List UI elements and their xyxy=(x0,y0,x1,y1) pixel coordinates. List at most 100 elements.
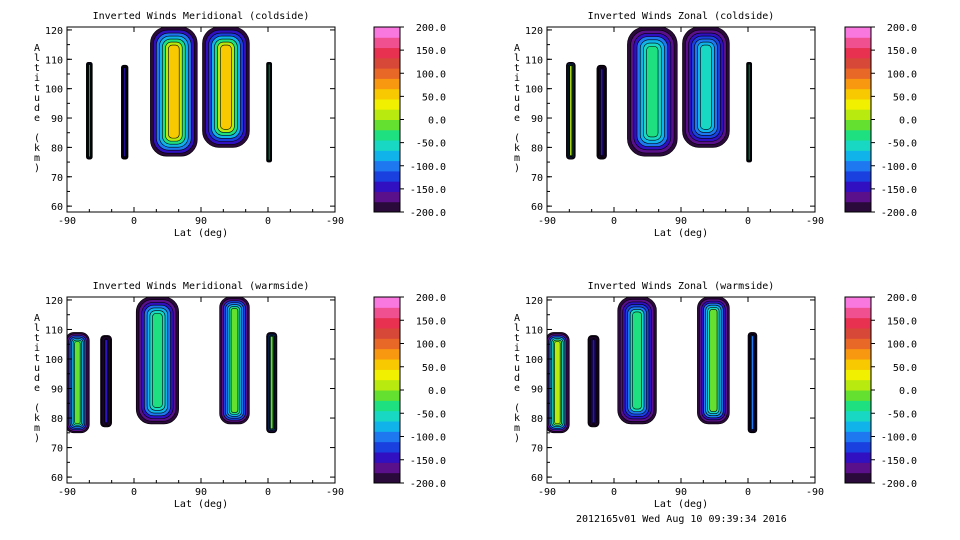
x-tick-label: -90 xyxy=(58,487,76,498)
data-blob xyxy=(266,332,278,434)
contour-band xyxy=(646,45,659,138)
data-blob xyxy=(682,27,730,148)
colorbar: 200.0 150.0 100.0 50.0 0.0 -50.0 -100.0 -150.0 -… xyxy=(373,293,446,490)
y-tick-label: 90 xyxy=(51,385,63,396)
colorbar-swatch xyxy=(845,369,871,381)
colorbar-tick-label: 0.0 xyxy=(428,116,446,127)
colorbar-swatch xyxy=(374,37,400,49)
x-tick-label: 90 xyxy=(195,216,207,227)
contour-band xyxy=(123,67,126,157)
colorbar: 200.0 150.0 100.0 50.0 0.0 -50.0 -100.0 -150.0 -… xyxy=(373,23,446,219)
colorbar-swatch xyxy=(374,441,400,453)
contour-band xyxy=(270,336,274,430)
colorbar-tick-label: -50.0 xyxy=(887,139,917,150)
contour-band xyxy=(591,339,596,423)
colorbar-swatch xyxy=(374,201,400,213)
plot-frame xyxy=(546,26,816,213)
data-blob xyxy=(67,332,90,434)
colorbar-swatch xyxy=(845,421,871,432)
y-tick-label: 110 xyxy=(525,325,543,336)
colorbar-swatch xyxy=(845,410,871,422)
colorbar-tick-label: 50.0 xyxy=(422,363,446,374)
colorbar-tick-label: -200.0 xyxy=(410,208,446,219)
y-tick-label: 80 xyxy=(51,143,63,154)
colorbar-tick-label: 50.0 xyxy=(893,92,917,103)
colorbar-tick-label: -150.0 xyxy=(410,185,446,196)
contour-band xyxy=(700,44,712,130)
x-axis-label: Lat (deg) xyxy=(654,228,708,239)
colorbar-tick-label: 0.0 xyxy=(428,386,446,397)
data-blob xyxy=(596,64,607,160)
colorbar-swatch xyxy=(374,109,400,120)
colorbar-swatch xyxy=(374,338,400,350)
colorbar-swatch xyxy=(845,119,871,131)
data-blob xyxy=(566,61,576,160)
colorbar-swatch xyxy=(845,68,871,79)
colorbar-swatch xyxy=(845,78,871,90)
colorbar-swatch xyxy=(845,452,871,463)
y-tick-label: 100 xyxy=(45,355,63,366)
colorbar-swatch xyxy=(374,472,400,484)
y-tick-label: 110 xyxy=(45,325,63,336)
colorbar-swatch xyxy=(374,348,400,360)
colorbar-tick-label: 200.0 xyxy=(887,293,917,304)
x-tick-label: 90 xyxy=(675,487,687,498)
colorbar-tick-label: 200.0 xyxy=(416,293,446,304)
colorbar-swatch xyxy=(845,390,871,401)
colorbar-swatch xyxy=(845,379,871,391)
data-blob xyxy=(150,27,198,157)
x-axis-label: Lat (deg) xyxy=(174,499,228,510)
colorbar-swatch xyxy=(845,317,871,329)
y-tick-label: 100 xyxy=(45,85,63,96)
contour-band xyxy=(168,44,180,139)
x-tick-label: -90 xyxy=(58,216,76,227)
colorbar-tick-label: 150.0 xyxy=(416,46,446,57)
y-tick-label: 80 xyxy=(531,143,543,154)
colorbar-swatch xyxy=(374,452,400,463)
colorbar-tick-label: -150.0 xyxy=(410,456,446,467)
plot-area xyxy=(547,297,758,434)
y-tick-label: 120 xyxy=(45,26,63,37)
colorbar-swatch xyxy=(845,47,871,59)
x-tick-label: 0 xyxy=(131,487,137,498)
data-blob xyxy=(121,64,129,160)
y-tick-label: 80 xyxy=(531,414,543,425)
colorbar-tick-label: 100.0 xyxy=(416,340,446,351)
colorbar-swatch xyxy=(374,317,400,329)
colorbar-tick-label: -50.0 xyxy=(416,139,446,150)
colorbar-swatch xyxy=(374,150,400,162)
y-tick-label: 70 xyxy=(531,444,543,455)
colorbar-swatch xyxy=(374,98,400,110)
contour-band xyxy=(709,309,718,412)
colorbar-swatch xyxy=(845,27,871,38)
y-tick-label: 100 xyxy=(525,85,543,96)
y-tick-label: 70 xyxy=(51,173,63,184)
y-tick-label: 90 xyxy=(531,114,543,125)
colorbar-swatch xyxy=(374,390,400,401)
colorbar-swatch xyxy=(374,307,400,319)
colorbar-swatch xyxy=(374,359,400,370)
colorbar-tick-label: -100.0 xyxy=(410,162,446,173)
colorbar-swatch xyxy=(845,462,871,474)
x-tick-label: 0 xyxy=(745,216,751,227)
colorbar-swatch xyxy=(845,359,871,370)
contour-band xyxy=(152,313,163,408)
x-axis-label: Lat (deg) xyxy=(174,228,228,239)
plot-area xyxy=(67,297,278,434)
x-tick-label: 0 xyxy=(745,487,751,498)
colorbar-tick-label: 200.0 xyxy=(887,23,917,34)
colorbar-swatch xyxy=(374,160,400,172)
y-tick-label: 120 xyxy=(525,296,543,307)
colorbar-swatch xyxy=(374,410,400,422)
plot-area xyxy=(86,27,273,163)
colorbar-swatch xyxy=(845,441,871,453)
colorbar-tick-label: 50.0 xyxy=(893,363,917,374)
data-blob xyxy=(547,332,570,434)
colorbar-swatch xyxy=(374,462,400,474)
x-tick-label: -90 xyxy=(806,487,824,498)
colorbar-swatch xyxy=(845,98,871,110)
contour-band xyxy=(632,311,642,410)
x-tick-label: -90 xyxy=(538,487,556,498)
